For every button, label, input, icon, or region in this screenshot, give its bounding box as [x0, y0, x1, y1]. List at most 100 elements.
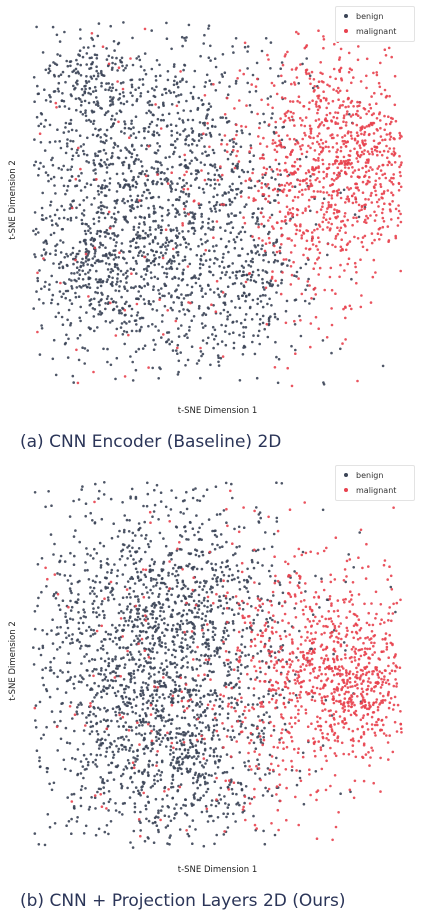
benign-point: [274, 340, 277, 344]
malignant-point: [391, 193, 395, 197]
benign-point: [88, 87, 92, 90]
benign-point: [214, 89, 218, 92]
benign-point: [99, 260, 102, 263]
benign-point: [305, 57, 309, 60]
malignant-point: [261, 173, 264, 176]
benign-point: [140, 788, 143, 792]
benign-point: [190, 345, 194, 349]
benign-point: [75, 820, 79, 823]
benign-point: [156, 170, 160, 173]
benign-point: [185, 564, 188, 567]
malignant-point: [376, 232, 380, 235]
malignant-point: [138, 199, 141, 202]
benign-point: [118, 810, 121, 814]
benign-point: [68, 515, 72, 518]
benign-point: [210, 803, 213, 807]
benign-point: [106, 779, 109, 782]
benign-point: [146, 746, 150, 750]
benign-point: [175, 526, 179, 529]
benign-point: [179, 190, 183, 193]
malignant-point: [388, 203, 392, 206]
benign-point: [230, 168, 234, 171]
benign-point: [175, 95, 178, 98]
malignant-point: [384, 122, 388, 126]
malignant-point: [342, 114, 346, 117]
benign-point: [184, 39, 187, 42]
benign-point: [226, 729, 230, 732]
benign-point: [138, 222, 141, 225]
benign-point: [147, 647, 150, 651]
benign-point: [175, 131, 179, 135]
benign-point: [270, 545, 274, 549]
benign-point: [148, 228, 152, 232]
benign-point: [51, 223, 54, 227]
benign-point: [76, 252, 80, 256]
malignant-point: [298, 190, 301, 193]
benign-point: [238, 175, 241, 179]
malignant-point: [293, 137, 296, 141]
benign-point: [200, 601, 203, 605]
malignant-point: [311, 99, 314, 102]
benign-point: [304, 262, 308, 266]
benign-point: [167, 338, 170, 341]
benign-point: [92, 586, 96, 590]
benign-point: [262, 112, 265, 116]
benign-point: [208, 131, 212, 135]
malignant-point: [345, 112, 349, 116]
benign-point: [224, 324, 228, 328]
malignant-point: [383, 138, 387, 141]
benign-point: [171, 277, 174, 281]
benign-point: [175, 671, 179, 674]
benign-point: [276, 284, 280, 287]
malignant-point: [347, 161, 351, 165]
benign-point: [235, 545, 238, 549]
malignant-point: [144, 174, 148, 178]
malignant-point: [338, 89, 342, 93]
malignant-point: [356, 140, 360, 143]
malignant-point: [339, 47, 343, 51]
benign-point: [194, 169, 198, 172]
benign-point: [269, 67, 272, 70]
benign-point: [130, 155, 133, 159]
benign-point: [279, 67, 283, 70]
benign-point: [194, 178, 197, 181]
malignant-point: [285, 111, 288, 114]
benign-point: [154, 620, 157, 624]
benign-point: [170, 103, 174, 106]
benign-point: [143, 236, 147, 240]
benign-point: [198, 705, 202, 708]
malignant-point: [264, 286, 268, 290]
benign-point: [190, 291, 194, 295]
malignant-point: [219, 165, 222, 168]
benign-point: [159, 177, 163, 181]
benign-point: [198, 121, 202, 124]
benign-point: [230, 200, 234, 204]
malignant-point: [331, 243, 334, 247]
benign-point: [39, 737, 43, 740]
malignant-point: [319, 138, 323, 142]
malignant-point: [164, 228, 168, 231]
benign-point: [249, 576, 253, 580]
malignant-point: [369, 122, 373, 126]
benign-point: [184, 142, 187, 146]
malignant-point: [300, 123, 303, 127]
benign-point: [157, 106, 161, 109]
benign-point: [79, 305, 82, 309]
benign-point: [107, 54, 111, 58]
benign-point: [111, 86, 115, 90]
benign-point: [181, 119, 184, 122]
benign-point: [213, 166, 217, 169]
benign-point: [133, 805, 137, 809]
benign-point: [100, 84, 103, 88]
malignant-point: [348, 304, 352, 308]
benign-point: [215, 833, 218, 837]
malignant-point: [333, 162, 337, 165]
benign-point: [188, 746, 192, 749]
malignant-point: [327, 145, 330, 149]
benign-point: [250, 318, 254, 321]
malignant-point: [290, 273, 294, 277]
benign-point: [87, 282, 91, 286]
benign-point: [147, 206, 150, 210]
malignant-point: [344, 248, 348, 252]
benign-point: [184, 164, 188, 167]
